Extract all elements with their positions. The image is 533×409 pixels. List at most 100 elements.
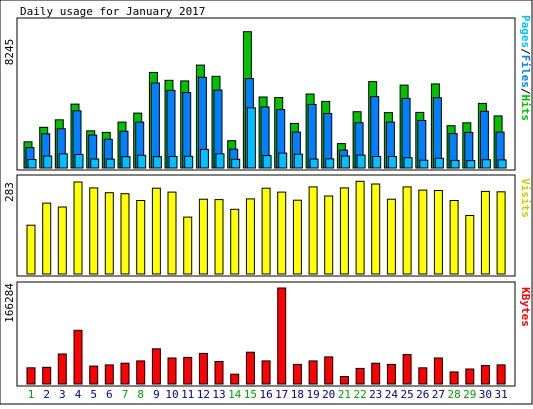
day-label-27: 27 [432,388,445,401]
day-label-7: 7 [122,388,129,401]
visits-bar-day-3 [57,206,67,275]
pages-bar-day-1 [27,159,37,169]
pages-bar-day-24 [387,156,397,169]
pages-bar-day-6 [105,158,115,169]
hits-panel-series-label: Pages/Files/Hits [519,15,532,121]
day-label-5: 5 [90,388,97,401]
day-label-28: 28 [447,388,460,401]
day-label-26: 26 [416,388,429,401]
visits-bar-day-21 [339,187,349,275]
kbytes-bar-day-27 [433,357,443,385]
day-label-31: 31 [494,388,507,401]
visits-bar-day-10 [167,191,177,275]
kbytes-bar-day-6 [104,364,114,385]
hits-label: Hits [519,95,532,122]
pages-bar-day-31 [497,159,507,169]
visits-bar-day-1 [26,224,36,275]
visits-bar-day-22 [355,180,365,275]
day-label-24: 24 [385,388,399,401]
pages-bar-day-9 [152,156,162,169]
visits-bar-day-26 [418,189,428,275]
day-label-20: 20 [322,388,335,401]
visits-bar-day-27 [433,190,443,275]
visits-bar-day-2 [42,202,52,275]
visits-bar-day-11 [183,216,193,275]
pages-bar-day-13 [215,153,225,169]
visits-bar-day-8 [136,200,146,275]
kbytes-bar-day-19 [308,360,318,385]
day-label-17: 17 [275,388,288,401]
day-label-15: 15 [244,388,257,401]
visits-bar-day-25 [402,186,412,275]
day-label-18: 18 [291,388,304,401]
pages-bar-day-21 [340,155,350,169]
day-label-14: 14 [228,388,242,401]
kbytes-bar-day-29 [465,368,475,385]
visits-bar-day-28 [449,200,459,275]
kbytes-bar-day-3 [57,353,67,385]
visits-bar-day-17 [277,191,287,275]
pages-bar-day-15 [246,107,256,169]
visits-bar-day-4 [73,181,83,275]
pages-bar-day-27 [434,157,444,169]
visits-bar-day-16 [261,187,271,275]
pages-bar-day-16 [262,155,272,169]
files-bar-day-27 [432,97,442,169]
day-label-2: 2 [43,388,50,401]
kbytes-bar-day-15 [245,351,255,385]
hits-panel-ymax-label: 8245 [3,39,16,66]
files-bar-day-19 [307,103,317,169]
pages-bar-day-23 [372,156,382,169]
visits-bar-day-31 [496,191,506,275]
pages-bar-day-19 [309,158,319,169]
kbytes-bar-day-20 [324,356,334,385]
kbytes-bar-day-30 [480,365,490,385]
kbytes-bar-day-8 [136,360,146,385]
visits-bar-day-14 [230,208,240,275]
pages-bar-day-7 [121,156,131,169]
pages-bar-day-20 [325,158,335,169]
day-label-29: 29 [463,388,476,401]
visits-bar-day-5 [89,187,99,275]
kbytes-bar-day-13 [214,361,224,385]
visits-bar-day-30 [480,190,490,275]
day-label-12: 12 [197,388,210,401]
day-label-8: 8 [137,388,144,401]
pages-bar-day-14 [231,158,241,169]
pages-label: Pages [519,15,532,48]
visits-series-label: Visits [519,178,532,218]
day-label-16: 16 [259,388,272,401]
kbytes-panel-ymax-label: 166284 [3,283,16,323]
files-bar-day-9 [150,82,160,169]
visits-bar-day-7 [120,193,130,275]
pages-bar-day-22 [356,154,366,169]
x-axis-day-labels: 1 2 3 4 5 6 7 8 9 10 11 12 13 14 15 16 17 18 19 20 21 22 23 24 2… [28,388,508,401]
pages-bar-day-5 [90,158,100,169]
pages-bar-day-12 [199,148,209,169]
pages-bar-day-30 [481,159,491,169]
day-label-1: 1 [28,388,35,401]
day-label-22: 22 [353,388,366,401]
pages-bar-day-17 [278,152,288,169]
pages-bar-day-2 [43,155,53,169]
kbytes-bar-day-17 [277,287,287,385]
kbytes-bar-day-18 [292,363,302,385]
kbytes-bar-day-12 [198,352,208,385]
kbytes-bar-day-11 [183,356,193,385]
kbytes-bar-day-28 [449,371,459,385]
visits-bar-day-19 [308,186,318,275]
kbytes-bar-day-16 [261,360,271,385]
pages-bar-day-11 [184,155,194,169]
pages-bar-day-18 [293,153,303,169]
kbytes-bar-day-9 [151,348,161,385]
kbytes-series-label: KBytes [519,287,532,327]
label-slash-1: / [519,48,532,55]
label-slash-2: / [519,88,532,95]
kbytes-bar-day-31 [496,364,506,385]
kbytes-bar-day-26 [418,367,428,385]
day-label-10: 10 [165,388,178,401]
kbytes-bar-day-22 [355,367,365,385]
pages-bar-day-29 [466,160,476,169]
visits-bar-day-23 [371,183,381,275]
